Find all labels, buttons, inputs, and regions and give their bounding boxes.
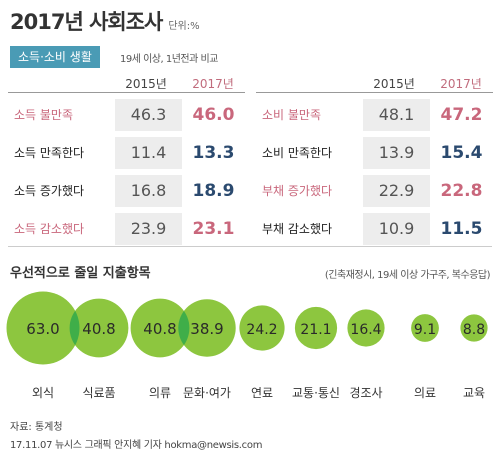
row-label: 소득 불만족 <box>8 99 115 131</box>
spending-panel: 2015년 2017년 소비 불만족 48.1 47.2 소비 만족한다 13.… <box>256 72 493 245</box>
income-header: 2015년 2017년 <box>8 72 245 93</box>
value-2017: 47.2 <box>430 99 493 131</box>
value-2017: 18.9 <box>182 175 245 207</box>
table-row: 부채 증가했다 22.9 22.8 <box>256 175 493 207</box>
year-2017-header: 2017년 <box>192 77 234 91</box>
bubble-value-label: 8.8 <box>463 322 485 338</box>
section-tag: 소득·소비 생활 <box>10 46 100 68</box>
value-2017: 22.8 <box>430 175 493 207</box>
value-2017: 15.4 <box>430 137 493 169</box>
bubble-교통·통신 <box>294 306 338 350</box>
value-2015: 16.8 <box>115 175 182 207</box>
table-row: 소득 불만족 46.3 46.0 <box>8 99 245 131</box>
row-label: 부채 증가했다 <box>256 175 363 207</box>
table-row: 부채 감소했다 10.9 11.5 <box>256 213 493 245</box>
row-label: 소득 증가했다 <box>8 175 115 207</box>
bubble-의류 <box>130 298 190 358</box>
value-2015: 48.1 <box>363 99 430 131</box>
bubble-연료 <box>239 305 285 351</box>
table-row: 소득 만족한다 11.4 13.3 <box>8 137 245 169</box>
source-text: 자료: 통계청 <box>10 422 63 433</box>
value-2017: 13.3 <box>182 137 245 169</box>
year-2017-header: 2017년 <box>440 77 482 91</box>
row-label: 소비 불만족 <box>256 99 363 131</box>
year-2015-header: 2015년 <box>125 77 167 91</box>
bubble-value-label: 63.0 <box>26 320 59 338</box>
page-title: 2017년 사회조사 <box>10 10 163 34</box>
value-2015: 13.9 <box>363 137 430 169</box>
spending-header: 2015년 2017년 <box>256 72 493 93</box>
bubble-value-label: 38.9 <box>190 320 223 338</box>
bubble-category-label: 외식 <box>32 386 54 400</box>
bubble-외식 <box>6 291 80 365</box>
bubble-category-label: 식료품 <box>82 386 115 400</box>
bubble-category-label: 문화·여가 <box>183 386 231 400</box>
value-2017: 46.0 <box>182 99 245 131</box>
bubble-category-label: 교통·통신 <box>292 386 340 400</box>
unit-label: 단위:% <box>168 21 200 32</box>
bubble-value-label: 16.4 <box>350 322 381 338</box>
bubble-category-label: 의료 <box>414 386 436 400</box>
bubble-value-label: 9.1 <box>414 322 436 338</box>
bubble-value-label: 21.1 <box>300 322 331 338</box>
bubble-value-label: 24.2 <box>246 322 277 338</box>
spending-note: (긴축재정시, 19세 이상 가구주, 복수응답) <box>324 270 491 281</box>
table-row: 소비 만족한다 13.9 15.4 <box>256 137 493 169</box>
value-2015: 10.9 <box>363 213 430 245</box>
table-row: 소득 감소했다 23.9 23.1 <box>8 213 245 245</box>
bubble-category-label: 의류 <box>149 386 171 400</box>
value-2015: 11.4 <box>115 137 182 169</box>
bubble-category-label: 연료 <box>251 386 273 400</box>
year-2015-header: 2015년 <box>373 77 415 91</box>
credit-text: 17.11.07 뉴시스 그래픽 안지혜 기자 hokma@newsis.com <box>10 440 263 451</box>
bubble-category-label: 경조사 <box>349 386 382 400</box>
value-2017: 11.5 <box>430 213 493 245</box>
bubble-식료품 <box>69 298 129 358</box>
row-label: 부채 감소했다 <box>256 213 363 245</box>
row-label: 소득 만족한다 <box>8 137 115 169</box>
bubble-chart: 63.0 외식 40.8 식료품 40.8 의류 38.9 문화·여가 24.2 연료 21.1 교통… <box>6 291 488 400</box>
row-label: 소득 감소했다 <box>8 213 115 245</box>
section-note: 19세 이상, 1년전과 비교 <box>120 54 218 65</box>
value-2015: 22.9 <box>363 175 430 207</box>
bubble-경조사 <box>347 309 385 347</box>
bubble-category-label: 교육 <box>463 386 485 400</box>
value-2017: 23.1 <box>182 213 245 245</box>
bubble-교육 <box>460 314 488 342</box>
table-row: 소비 불만족 48.1 47.2 <box>256 99 493 131</box>
bubble-의료 <box>411 314 439 342</box>
income-panel: 2015년 2017년 소득 불만족 46.3 46.0 소득 만족한다 11.… <box>8 72 245 245</box>
table-row: 소득 증가했다 16.8 18.9 <box>8 175 245 207</box>
bubble-value-label: 40.8 <box>82 320 115 338</box>
title-area: 2017년 사회조사 단위:% <box>10 6 200 36</box>
value-2015: 23.9 <box>115 213 182 245</box>
section-divider <box>8 246 492 247</box>
row-label: 소비 만족한다 <box>256 137 363 169</box>
spending-title: 우선적으로 줄일 지출항목 <box>10 266 151 281</box>
bubble-value-label: 40.8 <box>143 320 176 338</box>
bubble-문화·여가 <box>178 299 236 357</box>
value-2015: 46.3 <box>115 99 182 131</box>
